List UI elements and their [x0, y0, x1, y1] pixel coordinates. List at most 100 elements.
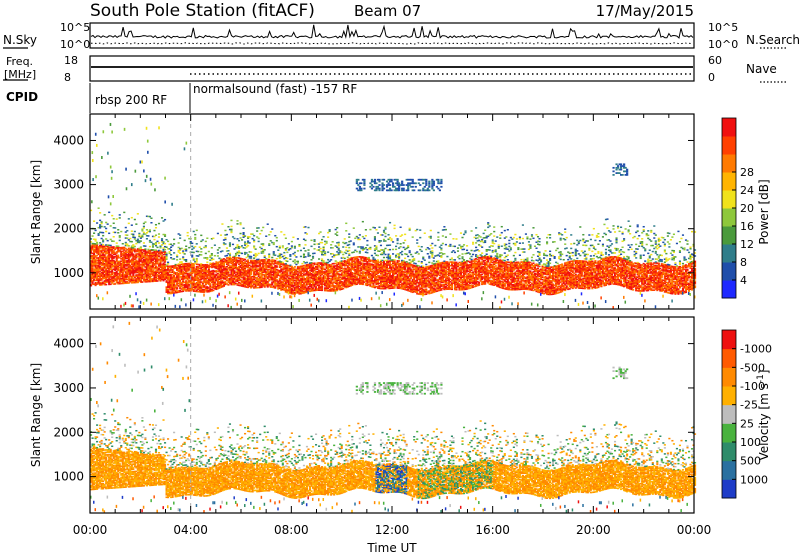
power-cell — [366, 257, 369, 259]
power-cell — [148, 249, 151, 252]
power-cell — [183, 288, 186, 291]
power-cell — [194, 238, 197, 240]
power-cell — [133, 280, 136, 283]
power-cell — [364, 247, 367, 249]
power-cell — [339, 282, 342, 285]
power-cell — [97, 279, 100, 281]
power-cell — [139, 280, 142, 282]
power-cell — [230, 262, 233, 265]
power-cell — [222, 284, 225, 286]
power-cell — [203, 278, 206, 281]
power-cell — [154, 241, 158, 244]
power-cell — [231, 267, 235, 270]
power-cell — [307, 289, 310, 292]
power-cell — [182, 256, 185, 258]
power-cell — [108, 278, 111, 281]
power-cell — [363, 271, 366, 274]
power-cell — [253, 269, 256, 272]
power-cell — [369, 265, 372, 268]
power-cell — [319, 274, 322, 277]
power-cell — [219, 271, 222, 274]
power-cell — [176, 264, 179, 267]
power-cell — [99, 259, 102, 262]
power-cell — [163, 264, 167, 267]
power-cell — [268, 271, 271, 273]
power-cell — [97, 263, 100, 265]
power-cell — [99, 282, 102, 285]
power-cell — [348, 281, 351, 284]
power-cell — [327, 281, 330, 283]
power-cell — [216, 270, 219, 273]
power-cell — [325, 289, 328, 292]
power-cell — [213, 277, 216, 280]
power-cell — [103, 246, 106, 249]
power-cell — [237, 279, 241, 282]
power-cell — [100, 261, 103, 264]
power-cell — [194, 270, 197, 273]
power-cell — [167, 279, 170, 281]
power-cell — [242, 269, 245, 272]
power-cell — [296, 274, 299, 277]
power-cell — [124, 226, 127, 229]
power-cell — [151, 261, 155, 264]
power-cell — [370, 184, 374, 186]
power-cell — [159, 260, 162, 262]
power-cell — [327, 287, 330, 290]
power-cell — [342, 271, 345, 274]
power-cell — [147, 258, 150, 261]
power-cell — [115, 266, 118, 269]
power-cell — [186, 266, 189, 269]
power-cell — [286, 265, 289, 268]
power-cell — [265, 273, 268, 276]
power-cell — [204, 268, 207, 271]
power-cell — [295, 275, 298, 278]
power-cell — [138, 255, 141, 258]
power-cell — [346, 258, 349, 261]
power-cell — [321, 269, 324, 272]
power-cell — [201, 239, 204, 241]
power-cell — [100, 225, 103, 228]
power-cell — [132, 268, 135, 270]
power-cell — [274, 267, 277, 269]
power-cell — [228, 266, 232, 269]
power-cell — [130, 252, 133, 254]
power-cell — [237, 265, 241, 268]
power-cell — [327, 275, 330, 277]
power-cell — [142, 301, 145, 305]
power-cell — [345, 277, 348, 280]
power-cell — [302, 261, 306, 263]
power-cell — [313, 252, 316, 255]
power-cell — [260, 278, 263, 281]
power-cell — [302, 277, 306, 279]
power-cell — [328, 266, 331, 269]
power-cell — [340, 263, 343, 266]
power-cell — [234, 256, 238, 259]
power-cell — [337, 253, 340, 256]
power-cell — [330, 266, 333, 269]
power-cell — [212, 269, 215, 272]
power-cell — [370, 268, 373, 271]
power-cell — [373, 239, 376, 241]
power-cell — [91, 257, 94, 260]
power-cell — [106, 255, 109, 257]
power-cell — [290, 292, 293, 295]
power-cell — [159, 261, 162, 264]
power-cell — [333, 255, 336, 258]
power-cell — [241, 262, 244, 265]
power-cell — [302, 283, 306, 286]
power-cell — [301, 283, 304, 286]
power-cell — [299, 279, 302, 281]
power-cell — [123, 278, 126, 281]
power-cell — [117, 254, 120, 257]
power-cell — [247, 282, 250, 285]
power-cell — [106, 266, 109, 268]
power-cell — [121, 256, 124, 259]
power-cell — [254, 280, 257, 283]
power-cell — [157, 278, 161, 281]
power-cell — [324, 284, 327, 287]
power-cell — [333, 272, 336, 275]
power-cell — [191, 271, 194, 274]
power-cell — [200, 268, 203, 271]
power-cell — [91, 268, 94, 271]
power-cell — [106, 223, 109, 225]
